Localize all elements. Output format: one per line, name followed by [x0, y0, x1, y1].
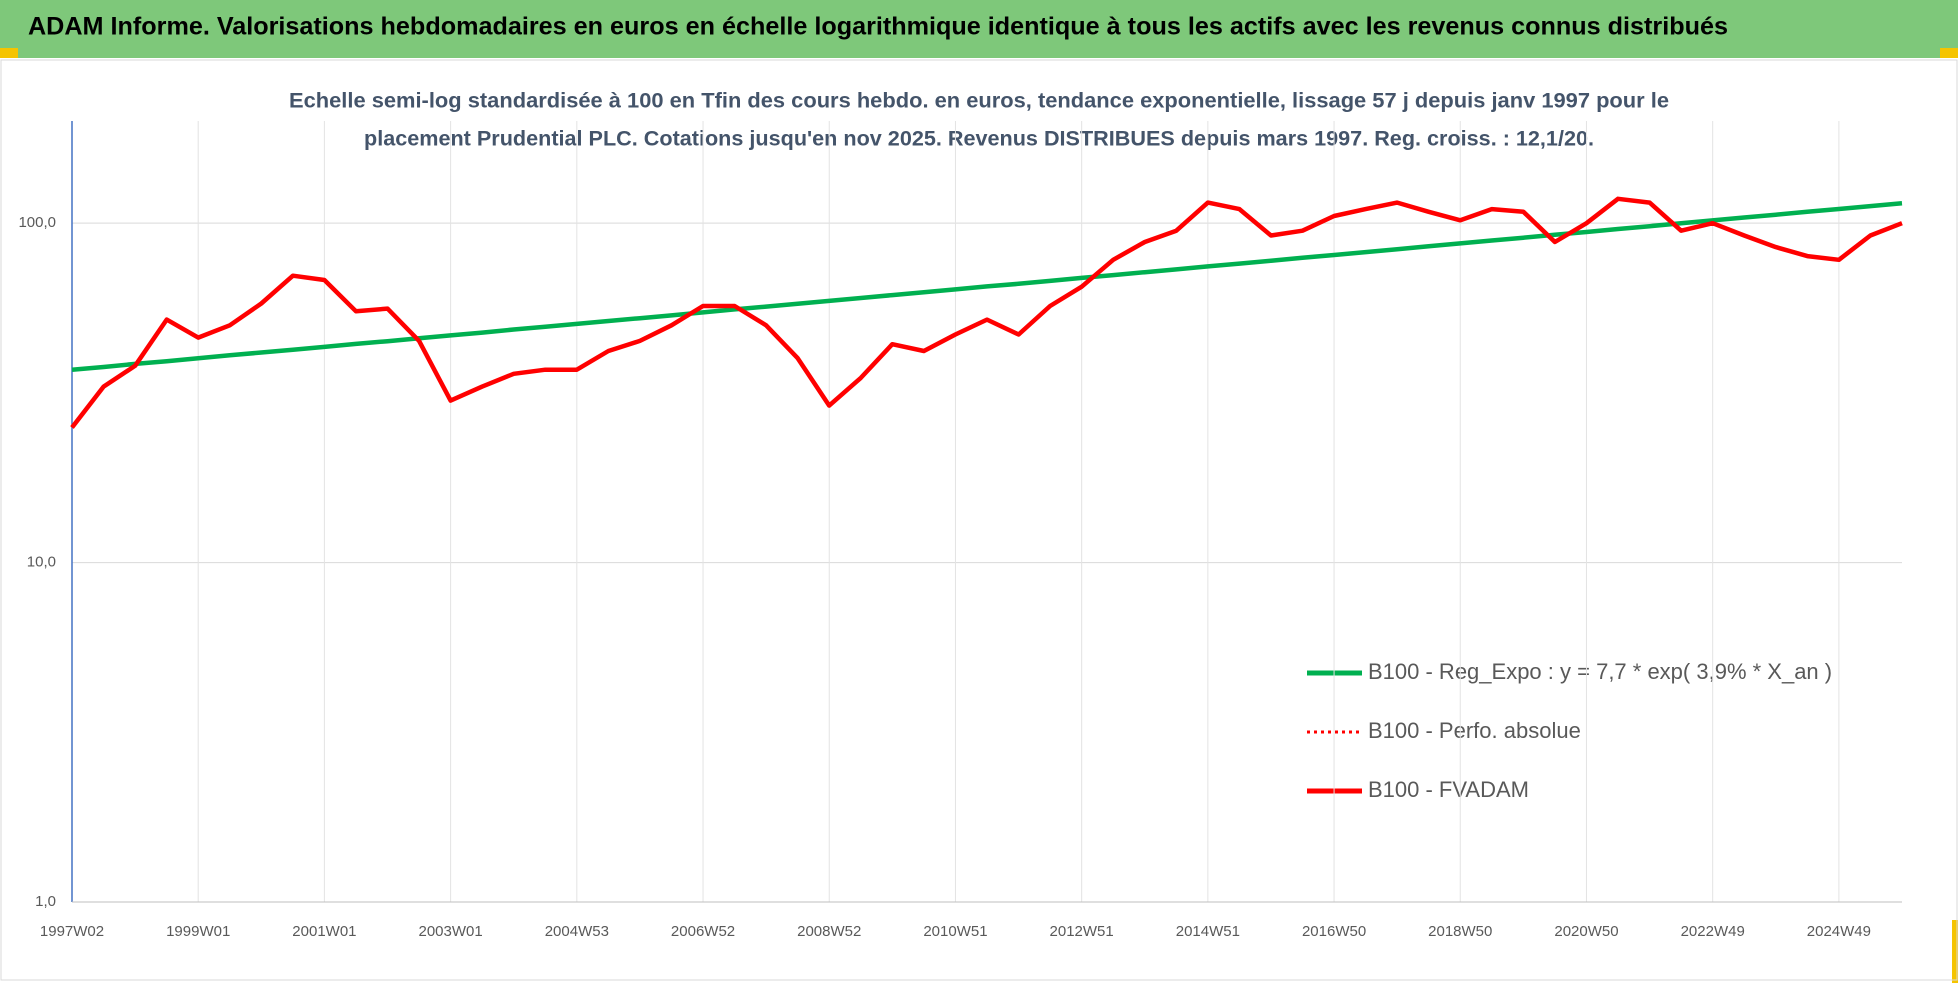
y-tick-label: 10,0 [27, 554, 56, 571]
x-tick-label: 2022W49 [1681, 923, 1745, 940]
x-tick-label: 2003W01 [419, 923, 483, 940]
x-tick-label: 2008W52 [797, 923, 861, 940]
x-tick-label: 2006W52 [671, 923, 735, 940]
x-tick-label: 2018W50 [1428, 923, 1492, 940]
legend-label: B100 - Perfo. absolue [1368, 718, 1581, 743]
legend-label: B100 - Reg_Expo : y = 7,7 * exp( 3,9% * … [1368, 659, 1832, 684]
y-tick-label: 100,0 [18, 214, 56, 231]
x-tick-label: 2024W49 [1807, 923, 1871, 940]
corner-mark [1952, 920, 1958, 983]
chart-subtitle: Echelle semi-log standardisée à 100 en T… [289, 90, 1669, 113]
legend: B100 - Reg_Expo : y = 7,7 * exp( 3,9% * … [1307, 659, 1832, 802]
x-tick-label: 1997W02 [40, 923, 104, 940]
x-tick-label: 2001W01 [292, 923, 356, 940]
chart-frame [0, 59, 1958, 981]
x-tick-label: 2012W51 [1050, 923, 1114, 940]
x-tick-label: 2014W51 [1176, 923, 1240, 940]
legend-label: B100 - FVADAM [1368, 777, 1529, 802]
chart-subtitle: placement Prudential PLC. Cotations jusq… [364, 128, 1594, 151]
corner-mark [1940, 48, 1958, 58]
page-title: ADAM Informe. Valorisations hebdomadaire… [28, 13, 1728, 41]
x-tick-label: 2010W51 [923, 923, 987, 940]
corner-mark [0, 48, 18, 58]
series-line [70, 197, 1903, 429]
y-tick-label: 1,0 [35, 893, 56, 910]
x-tick-label: 1999W01 [166, 923, 230, 940]
x-tick-label: 2004W53 [545, 923, 609, 940]
series-line [71, 200, 1903, 372]
series-line [70, 196, 1903, 429]
x-tick-label: 2020W50 [1554, 923, 1618, 940]
x-tick-label: 2016W50 [1302, 923, 1366, 940]
header-bar [0, 0, 1958, 58]
